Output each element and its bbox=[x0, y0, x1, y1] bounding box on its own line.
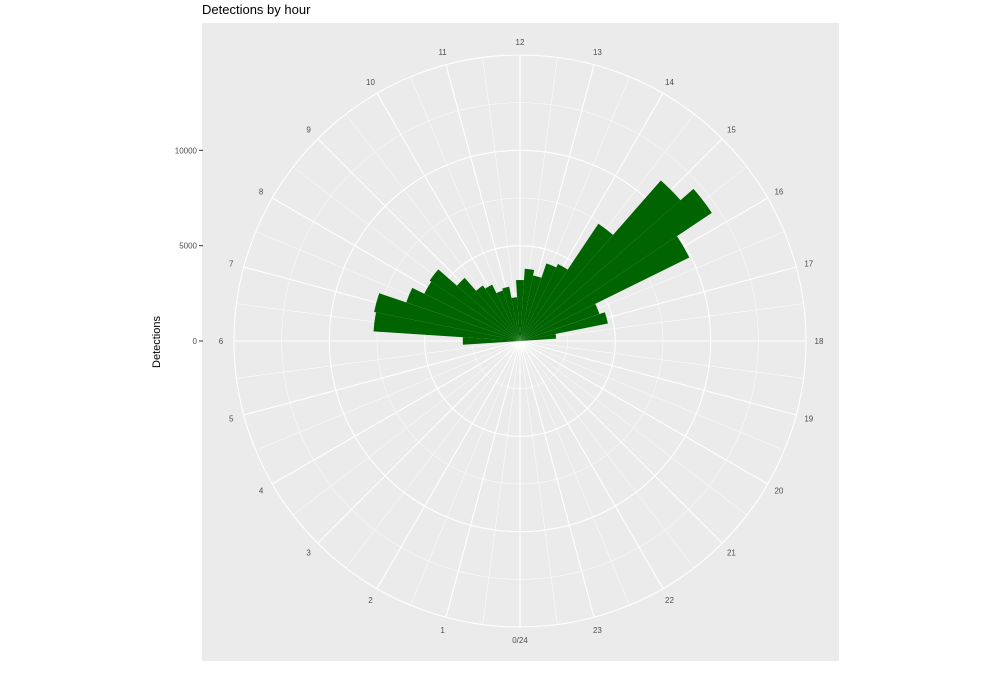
bar bbox=[502, 286, 520, 341]
hour-labels: 0/24123456789101112131415161718192021222… bbox=[219, 38, 824, 645]
bar bbox=[520, 275, 542, 341]
grid-spoke bbox=[519, 340, 558, 625]
grid-spoke bbox=[519, 340, 664, 589]
bar bbox=[520, 312, 608, 341]
bar bbox=[520, 268, 535, 341]
grid-spoke bbox=[292, 340, 521, 516]
hour-label: 1 bbox=[440, 626, 445, 635]
hour-label: 20 bbox=[774, 487, 783, 496]
grid-spoke bbox=[482, 57, 521, 342]
y-tick-label: 0 bbox=[193, 337, 198, 346]
chart-title: Detections by hour bbox=[202, 2, 311, 17]
bar bbox=[520, 264, 568, 341]
bar bbox=[520, 263, 557, 341]
hour-label: 3 bbox=[306, 548, 311, 557]
grid-spoke bbox=[519, 303, 804, 342]
bar bbox=[406, 287, 520, 341]
y-tick-label: 5000 bbox=[179, 242, 197, 251]
bar bbox=[424, 281, 520, 341]
grid-spoke bbox=[519, 340, 595, 618]
hour-label: 12 bbox=[516, 38, 525, 47]
hour-label: 18 bbox=[815, 337, 824, 346]
hour-label: 6 bbox=[219, 337, 224, 346]
grid-spoke bbox=[376, 340, 521, 589]
hour-label: 4 bbox=[259, 487, 264, 496]
bar bbox=[520, 180, 681, 341]
grid-spoke bbox=[519, 340, 785, 451]
hour-label: 19 bbox=[804, 414, 813, 423]
grid-spoke bbox=[519, 340, 723, 544]
hour-label: 17 bbox=[804, 260, 813, 269]
bar bbox=[496, 290, 520, 341]
hour-label: 5 bbox=[229, 414, 234, 423]
hour-label: 13 bbox=[593, 48, 602, 57]
grid-spoke bbox=[317, 340, 521, 544]
grid-spoke bbox=[345, 340, 521, 569]
hour-label: 8 bbox=[259, 188, 264, 197]
y-axis: 0 5000 10000 bbox=[175, 146, 203, 346]
bar bbox=[485, 284, 520, 341]
bar bbox=[520, 236, 690, 341]
hour-label: 23 bbox=[593, 626, 602, 635]
bar bbox=[456, 277, 520, 341]
bar bbox=[374, 293, 520, 341]
grid-spoke bbox=[410, 340, 521, 606]
grid-spoke bbox=[519, 340, 748, 516]
grid-spoke bbox=[236, 340, 521, 379]
hour-label: 2 bbox=[368, 596, 373, 605]
y-tick-label: 10000 bbox=[175, 146, 198, 155]
bars-layer bbox=[373, 180, 712, 345]
grid-spoke bbox=[519, 340, 695, 569]
bar bbox=[520, 333, 557, 341]
grid-spoke bbox=[243, 340, 521, 416]
hour-label: 11 bbox=[438, 48, 447, 57]
grid-spoke bbox=[519, 340, 797, 416]
hour-label: 7 bbox=[229, 260, 234, 269]
bar bbox=[520, 188, 712, 341]
hour-label: 15 bbox=[727, 126, 736, 135]
grid-spoke bbox=[445, 340, 521, 618]
hour-label: 14 bbox=[665, 78, 674, 87]
hour-label: 9 bbox=[306, 126, 311, 135]
grid-spoke bbox=[519, 340, 768, 485]
hour-label: 10 bbox=[366, 78, 375, 87]
bar bbox=[520, 303, 600, 341]
grid-spoke bbox=[519, 340, 804, 379]
hour-label: 16 bbox=[774, 188, 783, 197]
grid-spoke bbox=[272, 340, 521, 485]
bar bbox=[476, 285, 520, 341]
grid-spoke bbox=[519, 340, 630, 606]
bar bbox=[511, 297, 520, 341]
grid-spoke bbox=[482, 340, 521, 625]
bar bbox=[516, 279, 524, 341]
bar bbox=[462, 337, 520, 345]
hour-label: 0/24 bbox=[512, 636, 528, 645]
bar bbox=[373, 312, 520, 341]
hour-label: 21 bbox=[727, 548, 736, 557]
bar bbox=[520, 223, 614, 341]
grid-spoke bbox=[255, 340, 521, 451]
hour-label: 22 bbox=[665, 596, 674, 605]
bar bbox=[429, 269, 520, 341]
